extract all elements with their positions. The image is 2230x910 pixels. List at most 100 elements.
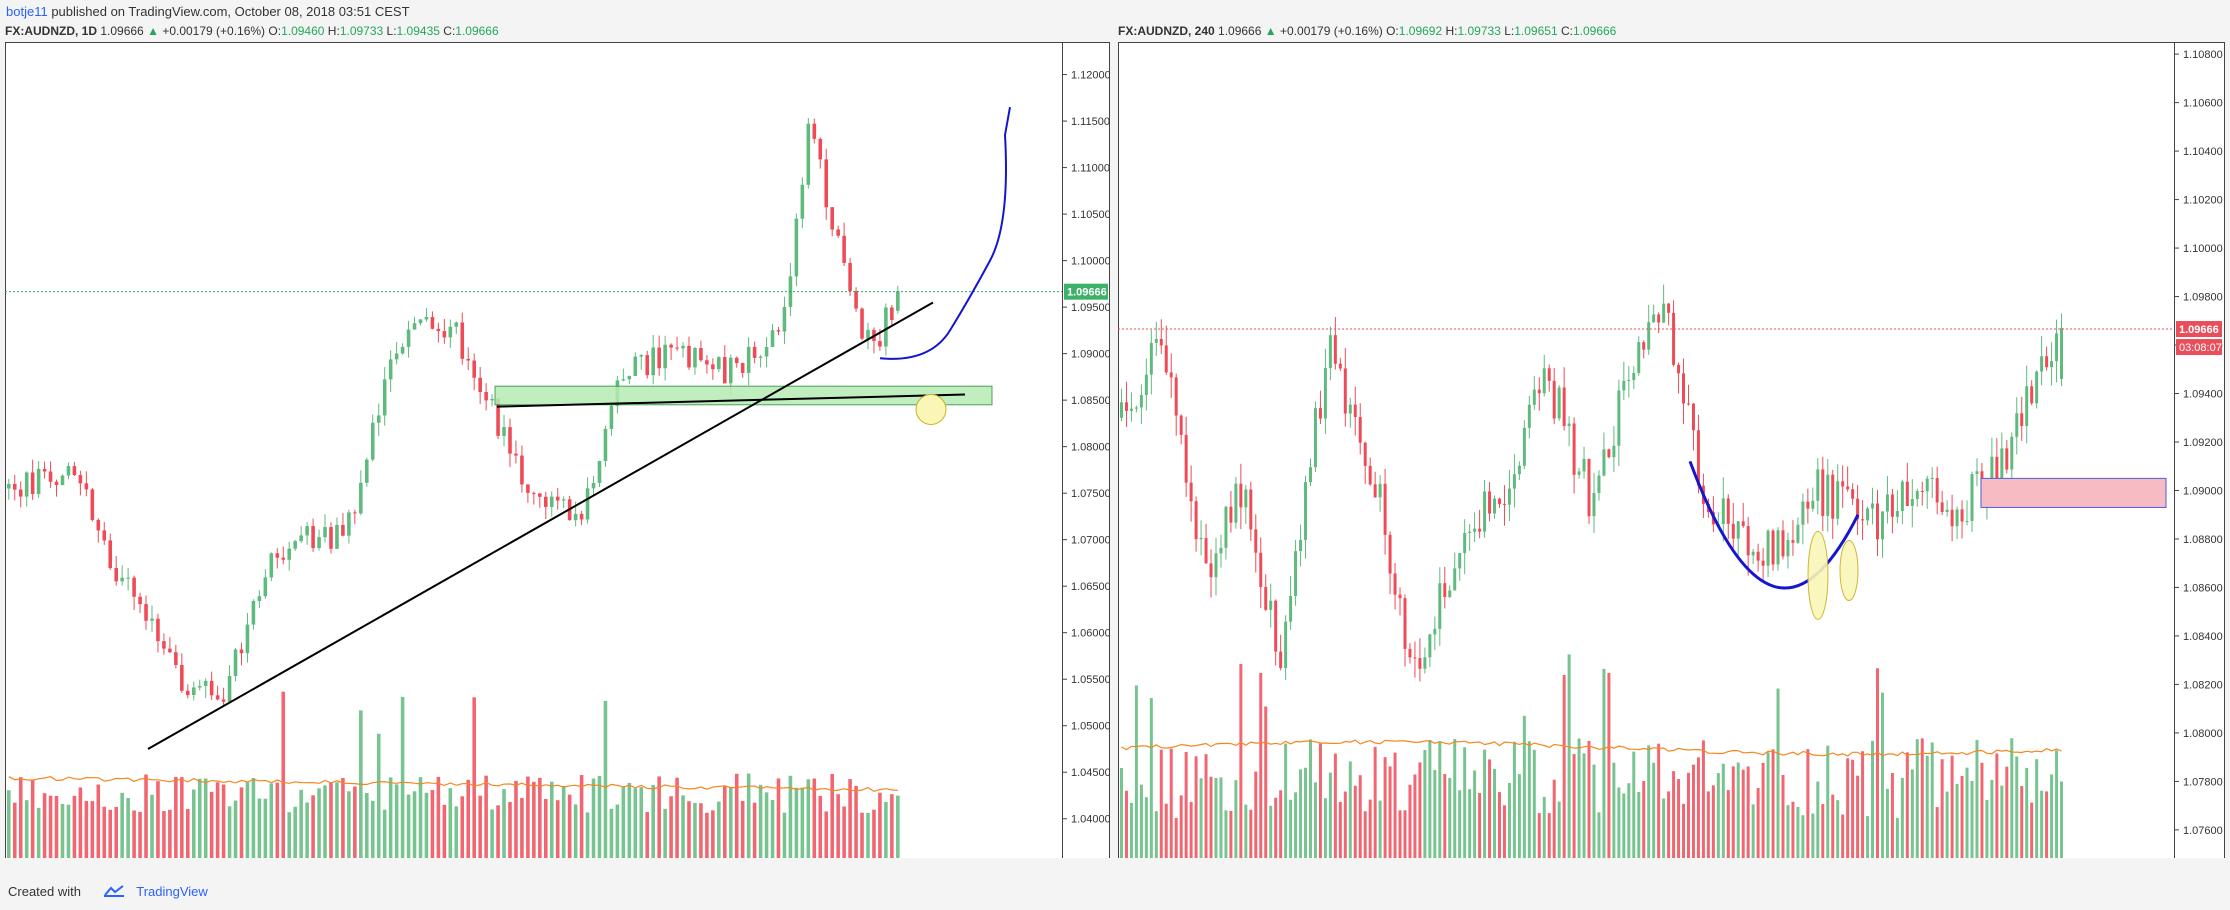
volume-bar [1343,791,1347,858]
volume-bar [1279,790,1283,858]
volume-bar [1139,784,1143,858]
candle-body [311,526,315,549]
candle-body [848,262,852,292]
volume-bar [794,787,799,858]
volume-bar [549,781,554,858]
volume-bar [1895,817,1899,858]
volume-bar [1164,803,1168,858]
volume-bar [2030,802,2034,858]
candle-body [376,415,381,423]
candle-body [1522,427,1526,466]
volume-bar [1373,746,1377,858]
candle-body [1214,553,1218,578]
candle-body [1358,416,1362,443]
candle-body [484,392,488,401]
candle-body [782,306,787,332]
candle-body [1572,423,1576,475]
candle-body [1647,322,1651,350]
candle-body [1627,380,1631,382]
candle-body [764,346,769,357]
volume-bar [1885,788,1889,858]
volume-highlight-ellipse [1839,539,1859,601]
candle-body [1612,445,1616,458]
volume-bar [233,800,238,858]
candle-body [1826,474,1830,516]
volume-bar [1572,754,1576,858]
candle-body [1493,498,1497,514]
candle-body [597,461,602,483]
candle-body [836,229,840,236]
volume-bar [1532,749,1536,858]
candle-body [675,347,679,349]
candle-body [245,624,250,654]
candle-body [734,357,739,364]
volume-bar [770,800,775,858]
volume-bar [132,810,136,858]
volume-highlight-ellipse [1807,530,1829,620]
candle-body [1756,551,1760,561]
candle-body [1338,363,1342,369]
volume-bar [1294,792,1298,858]
volume-bar [2025,767,2029,858]
created-with-text: Created with [8,884,81,899]
candle-body [776,330,781,332]
volume-bar [1413,774,1417,858]
volume-bar [215,782,220,858]
candle-body [120,577,124,582]
volume-bar [1368,799,1372,858]
volume-bar [1731,766,1735,858]
volume-bars [1120,654,2064,858]
candle-body [1239,483,1243,508]
countdown-label: 03:08:07 [2179,342,2222,354]
volume-bar [1542,796,1546,858]
volume-bar [585,812,590,858]
volume-bar [365,793,369,858]
candle-body [329,527,333,549]
right-chart-svg[interactable]: 1.10800 1.10600 1.10400 1.10200 1.10000 1.098… [1118,42,2225,858]
volume-bar [1309,739,1312,858]
volume-bar [1647,745,1651,858]
rounded-bottom-arc [1688,460,1860,590]
volume-bar [1687,772,1690,858]
volume-bar [639,787,644,858]
volume-bar [394,784,399,858]
volume-bar [311,795,315,858]
volume-bar [1562,674,1566,858]
candle-body [1557,387,1561,419]
volume-bar [1925,755,1929,858]
author-link[interactable]: botje11 [6,4,48,19]
y-tick-label: 1.07600 [2183,825,2223,837]
candle-body [1179,415,1183,435]
left-legend: FX:AUDNZD, 1D 1.09666 ▲ +0.00179 (+0.16%… [5,24,499,38]
tradingview-link[interactable]: TradingView [136,884,208,899]
volume-bar [573,804,578,858]
candle-body [633,356,638,376]
candle-body [442,331,447,338]
candle-body [1970,474,1974,521]
volume-bar [555,800,560,858]
volume-bar [1493,768,1497,858]
candle-body [1910,499,1914,506]
volume-bar [1672,771,1676,858]
volume-bar [848,779,852,858]
candle-body [2060,328,2064,379]
candle-body [1811,500,1815,509]
left-chart-svg[interactable]: 1.12000 1.11500 1.11000 1.10500 1.10000 1.095… [5,42,1110,858]
candle-body [1866,508,1870,521]
volume-bar [1766,752,1770,858]
volume-bar [1408,784,1412,858]
left-high: 1.09733 [339,24,384,38]
highlight-circle [915,393,947,425]
volume-bar [269,783,274,858]
volume-bar [1120,768,1123,858]
volume-bar [1622,793,1626,858]
candle-body [209,680,214,696]
volume-bar [168,809,172,858]
volume-bar [1587,740,1591,858]
candle-body [1672,312,1676,365]
candle-body [1463,533,1467,554]
volume-bar [1975,740,1979,858]
volume-bar [1577,738,1581,858]
candle-body [1945,509,1949,512]
volume-bar [579,775,584,858]
